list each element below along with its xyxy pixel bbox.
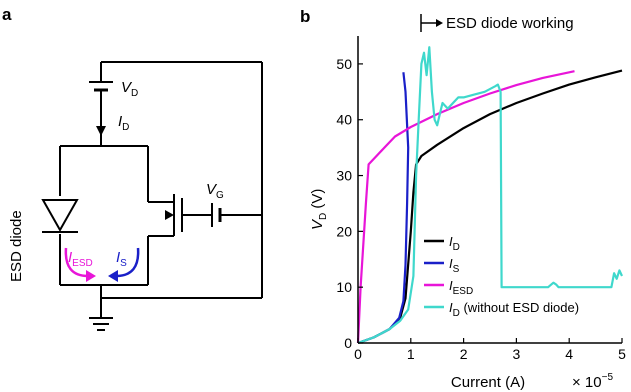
x-tick-label: 2 xyxy=(460,346,468,362)
esd-annotation-text: ESD diode working xyxy=(446,15,574,32)
vg-battery-icon xyxy=(211,203,222,227)
legend-label-is: IS xyxy=(449,256,460,275)
id-label: ID xyxy=(118,113,129,133)
plot-axes xyxy=(357,36,622,344)
iesd-label: IESD xyxy=(68,249,93,269)
esd-annotation-arrow-icon xyxy=(436,19,443,27)
legend-label-id: ID xyxy=(449,234,460,253)
legend: ID IS IESD ID (without ESD diode) xyxy=(424,234,579,319)
plot-series-group xyxy=(356,46,623,345)
x-tick-label: 5 xyxy=(618,346,626,362)
x-axis-label: Current (A) xyxy=(451,374,525,391)
series-line-id_noesd xyxy=(357,46,623,345)
y-tick-label: 30 xyxy=(336,168,352,184)
is-label: IS xyxy=(116,249,127,269)
is-flow-arrow-icon xyxy=(108,247,140,282)
legend-label-id_noesd: ID (without ESD diode) xyxy=(449,300,579,319)
iesd-flow-arrow-icon xyxy=(64,247,96,282)
y-tick-label: 0 xyxy=(344,335,352,351)
x-tick-label: 4 xyxy=(565,346,573,362)
vg-label: VG xyxy=(206,181,224,201)
x-tick-label: 3 xyxy=(513,346,521,362)
series-line-iesd xyxy=(356,70,575,344)
id-arrow-icon xyxy=(96,126,106,136)
y-axis-label: VD (V) xyxy=(309,189,329,230)
vd-label: VD xyxy=(121,79,138,99)
legend-label-iesd: IESD xyxy=(449,278,473,297)
x-tick-label: 1 xyxy=(407,346,415,362)
diode-icon xyxy=(41,199,79,233)
circuit-wires xyxy=(59,61,263,318)
x-axis-multiplier: × 10−5 xyxy=(572,372,613,391)
diode-label: ESD diode xyxy=(8,210,25,282)
transistor-arrow-icon xyxy=(165,210,174,220)
panel-b-label: b xyxy=(300,7,310,26)
x-tick-label: 0 xyxy=(354,346,362,362)
y-tick-label: 50 xyxy=(336,56,352,72)
panel-a-label: a xyxy=(2,5,12,24)
panel-a: a xyxy=(2,5,263,331)
vd-battery-icon xyxy=(89,81,113,92)
y-tick-label: 10 xyxy=(336,279,352,295)
y-tick-label: 20 xyxy=(336,223,352,239)
y-tick-label: 40 xyxy=(336,112,352,128)
esd-annotation: ESD diode working xyxy=(420,14,574,32)
ground-icon xyxy=(89,317,113,331)
